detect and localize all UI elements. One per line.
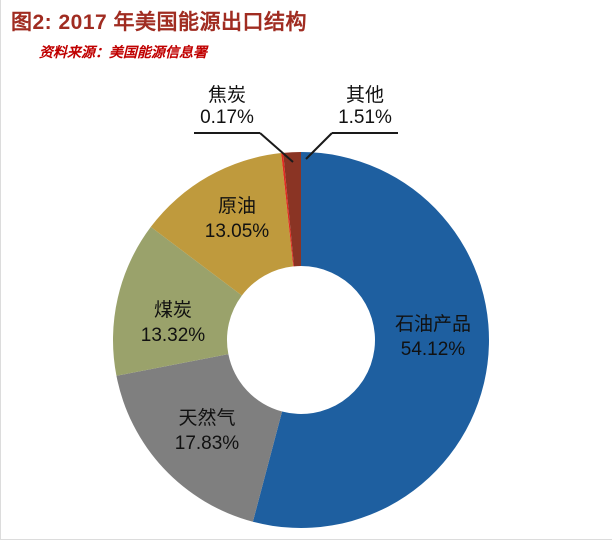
slice-label-text: 天然气	[178, 408, 236, 429]
leader-line-coke	[259, 132, 294, 163]
slice-label-text: 煤炭	[153, 300, 192, 321]
slice-label-pct: 17.83%	[174, 433, 240, 454]
slice-label-text: 原油	[217, 196, 256, 217]
chart-source-note: 资料来源：美国能源信息署	[39, 44, 207, 60]
chart-title: 图2: 2017 年美国能源出口结构	[11, 11, 308, 34]
slice-label-text: 焦炭	[207, 85, 246, 106]
label-crude-oil: 原油 13.05%	[177, 194, 297, 244]
label-coke: 焦炭 0.17%	[194, 85, 260, 134]
slice-crude-oil	[150, 153, 294, 296]
slice-other	[283, 152, 301, 267]
slice-label-pct: 13.05%	[204, 221, 270, 242]
slice-label-pct: 1.51%	[338, 107, 392, 128]
slice-petroleum-products	[252, 152, 489, 528]
label-coal: 煤炭 13.32%	[113, 298, 233, 348]
slice-label-text: 石油产品	[394, 314, 471, 335]
slice-label-text: 其他	[345, 85, 384, 106]
label-other: 其他 1.51%	[332, 85, 398, 134]
slice-label-pct: 54.12%	[400, 339, 466, 360]
slice-label-pct: 13.32%	[140, 325, 206, 346]
slice-label-pct: 0.17%	[200, 107, 254, 128]
label-natural-gas: 天然气 17.83%	[147, 406, 267, 456]
label-petroleum-products: 石油产品 54.12%	[373, 312, 493, 362]
slice-coal	[113, 226, 242, 376]
slice-natural-gas	[116, 354, 283, 522]
slice-coke	[281, 152, 294, 267]
leader-line-other	[305, 132, 333, 160]
